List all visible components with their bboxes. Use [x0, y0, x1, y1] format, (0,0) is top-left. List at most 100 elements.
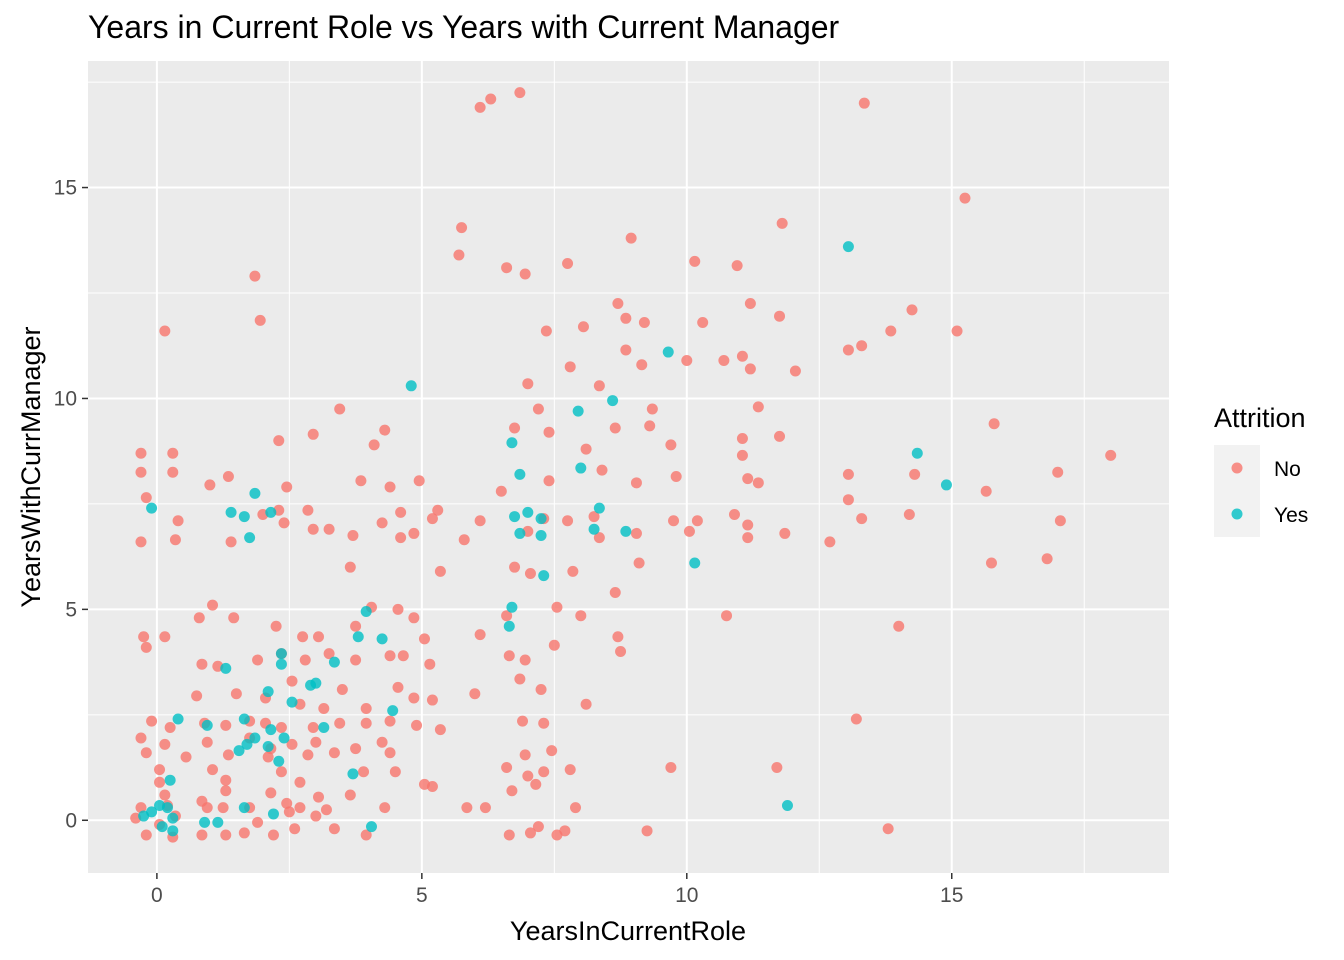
data-point-no	[358, 766, 370, 778]
data-point-yes	[225, 506, 237, 518]
x-tick-label: 10	[675, 884, 698, 907]
data-point-yes	[156, 821, 168, 833]
data-point-no	[540, 325, 552, 337]
data-point-no	[474, 101, 486, 113]
legend-key-yes	[1231, 508, 1243, 520]
data-point-yes	[572, 405, 584, 417]
data-point-no	[389, 766, 401, 778]
data-point-no	[689, 255, 701, 267]
data-point-no	[683, 525, 695, 537]
data-point-no	[485, 93, 497, 105]
data-point-no	[196, 829, 208, 841]
data-point-yes	[265, 506, 277, 518]
data-point-yes	[535, 530, 547, 542]
data-point-no	[519, 654, 531, 666]
chart-title: Years in Current Role vs Years with Curr…	[88, 9, 840, 45]
data-point-no	[779, 527, 791, 539]
data-point-no	[262, 751, 274, 763]
data-point-no	[615, 646, 627, 658]
data-point-no	[323, 648, 335, 660]
data-point-no	[721, 610, 733, 622]
data-point-no	[376, 517, 388, 529]
data-point-no	[453, 249, 465, 261]
data-point-no	[538, 766, 550, 778]
data-point-no	[752, 401, 764, 413]
data-point-no	[294, 802, 306, 814]
data-point-no	[718, 354, 730, 366]
data-point-no	[580, 443, 592, 455]
data-point-no	[169, 534, 181, 546]
data-point-no	[238, 827, 250, 839]
data-point-no	[434, 724, 446, 736]
data-point-no	[432, 504, 444, 516]
data-point-no	[562, 515, 574, 527]
legend-title: Attrition	[1214, 403, 1306, 433]
data-point-no	[509, 561, 521, 573]
data-point-yes	[405, 380, 417, 392]
legend: Attrition No Yes	[1214, 403, 1308, 537]
data-point-no	[609, 422, 621, 434]
data-point-yes	[588, 523, 600, 535]
data-point-no	[336, 684, 348, 696]
data-point-yes	[781, 800, 793, 812]
y-tick-label: 15	[54, 177, 77, 200]
data-point-yes	[376, 633, 388, 645]
data-point-no	[742, 473, 754, 485]
data-point-no	[1041, 553, 1053, 565]
data-point-no	[310, 810, 322, 822]
data-point-no	[501, 262, 513, 274]
data-point-no	[522, 378, 534, 390]
data-point-no	[395, 506, 407, 518]
data-point-no	[207, 764, 219, 776]
data-point-yes	[278, 732, 290, 744]
data-point-yes	[328, 656, 340, 668]
data-point-yes	[940, 479, 952, 491]
data-point-no	[230, 688, 242, 700]
data-point-no	[302, 749, 314, 761]
plot-panel	[88, 61, 1169, 873]
data-point-no	[384, 747, 396, 759]
data-point-no	[270, 620, 282, 632]
data-point-no	[532, 821, 544, 833]
data-point-no	[514, 673, 526, 685]
data-point-no	[313, 631, 325, 643]
data-point-no	[201, 736, 213, 748]
data-point-no	[842, 344, 854, 356]
data-point-no	[334, 717, 346, 729]
data-point-no	[318, 702, 330, 714]
points-attrition-yes	[138, 241, 952, 837]
data-point-yes	[146, 502, 158, 514]
data-point-no	[885, 325, 897, 337]
data-point-yes	[506, 437, 518, 449]
data-point-no	[771, 762, 783, 774]
data-point-yes	[161, 802, 173, 814]
data-point-no	[951, 325, 963, 337]
x-axis: 0 5 10 15	[151, 873, 963, 907]
data-point-no	[538, 717, 550, 729]
data-point-no	[220, 719, 232, 731]
data-point-yes	[310, 677, 322, 689]
data-point-no	[458, 534, 470, 546]
data-point-no	[546, 745, 558, 757]
data-point-no	[570, 802, 582, 814]
x-tick-label: 15	[940, 884, 963, 907]
data-point-yes	[172, 713, 184, 725]
data-point-no	[140, 747, 152, 759]
data-point-no	[249, 270, 261, 282]
data-point-no	[909, 468, 921, 480]
data-point-yes	[662, 346, 674, 358]
data-point-no	[350, 620, 362, 632]
data-point-no	[426, 781, 438, 793]
data-point-no	[355, 475, 367, 487]
data-point-no	[728, 508, 740, 520]
data-point-yes	[365, 821, 377, 833]
data-point-no	[731, 260, 743, 272]
data-point-yes	[241, 738, 253, 750]
data-point-no	[267, 829, 279, 841]
data-point-no	[265, 787, 277, 799]
data-point-no	[228, 612, 240, 624]
data-point-no	[519, 268, 531, 280]
data-point-no	[320, 804, 332, 816]
data-point-no	[204, 479, 216, 491]
legend-label-no: No	[1274, 458, 1301, 481]
